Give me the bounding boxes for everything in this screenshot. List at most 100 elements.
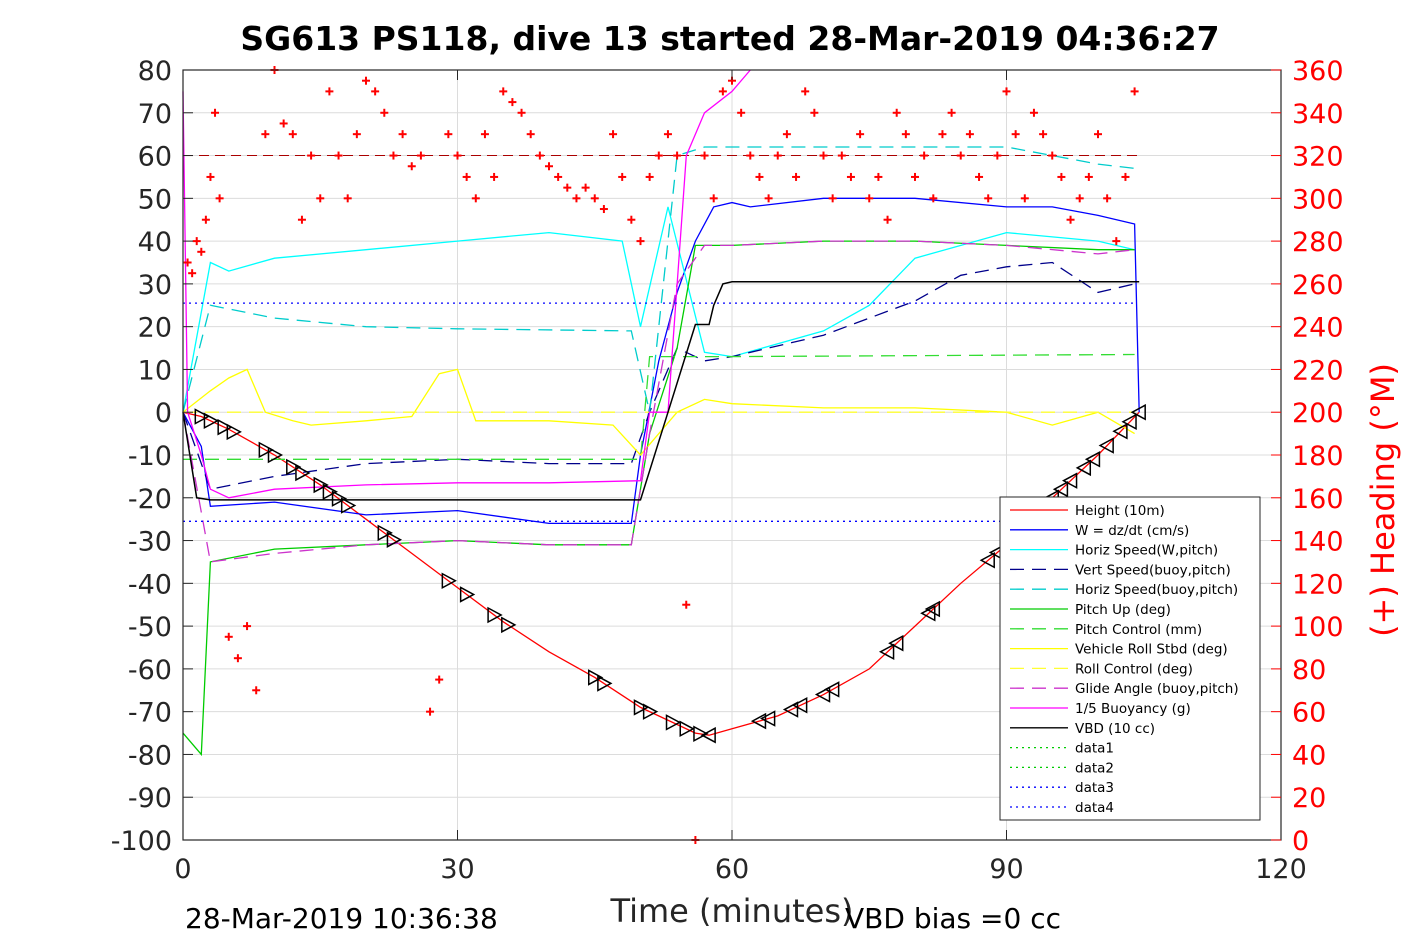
heading-point <box>984 194 993 203</box>
heading-point <box>261 130 270 139</box>
heading-point <box>279 119 288 128</box>
heading-point <box>709 194 718 203</box>
dive-marker <box>1098 437 1114 454</box>
heading-point <box>1020 194 1029 203</box>
heading-point <box>1075 194 1084 203</box>
legend: Height (10m) W = dz/dt (cm/s) Horiz Speed(… <box>999 496 1261 821</box>
heading-point <box>192 237 201 246</box>
y2-tick-label: 20 <box>1292 783 1326 814</box>
y2-tick-label: 40 <box>1292 740 1326 771</box>
dive-marker <box>1052 480 1069 498</box>
y-tick-label: -80 <box>128 740 172 771</box>
heading-point <box>1121 172 1130 181</box>
y-tick-label: -40 <box>128 569 172 600</box>
legend-label: Horiz Speed(buoy,pitch) <box>1075 582 1238 598</box>
dive-marker <box>217 418 233 436</box>
series-vert_buoy <box>182 261 1135 490</box>
dive-marker <box>286 458 302 476</box>
heading-point <box>609 130 618 139</box>
y2-tick-label: 140 <box>1292 527 1344 558</box>
legend-label: Height (10m) <box>1075 503 1165 519</box>
heading-point <box>307 151 316 160</box>
y2-tick-label: 180 <box>1292 441 1344 472</box>
heading-point <box>389 151 398 160</box>
dive-marker <box>267 446 284 464</box>
heading-point <box>1002 87 1011 96</box>
heading-point <box>718 87 727 96</box>
legend-label: Pitch Control (mm) <box>1075 622 1202 638</box>
heading-point <box>426 707 435 716</box>
heading-point <box>828 194 837 203</box>
heading-point <box>627 215 636 224</box>
heading-point <box>288 130 297 139</box>
heading-point <box>297 215 306 224</box>
heading-point <box>325 87 334 96</box>
heading-point <box>590 194 599 203</box>
heading-point <box>554 172 563 181</box>
dive-marker <box>203 412 220 430</box>
dive-marker <box>258 441 274 459</box>
heading-point <box>572 194 581 203</box>
dive-marker <box>824 681 840 698</box>
heading-point <box>243 622 252 631</box>
heading-point <box>1066 215 1075 224</box>
series-roll <box>182 368 1135 456</box>
dive-marker <box>588 669 604 686</box>
heading-point <box>746 151 755 160</box>
y-tick-label: 40 <box>138 227 172 258</box>
heading-point <box>183 258 192 267</box>
y-tick-label: -30 <box>128 527 172 558</box>
series-layer <box>182 69 1140 757</box>
y-tick-label: 50 <box>138 184 172 215</box>
legend-label: Vert Speed(buoy,pitch) <box>1075 562 1231 578</box>
heading-point <box>416 151 425 160</box>
dive-marker <box>487 606 503 624</box>
dive-marker <box>700 726 716 744</box>
legend-label: VBD (10 cc) <box>1075 721 1155 737</box>
heading-point <box>545 162 553 171</box>
x-tick-labels: 0 30 60 90 120 <box>174 854 1306 885</box>
heading-point <box>846 172 855 181</box>
heading-point <box>499 87 508 96</box>
heading-point <box>993 151 1002 160</box>
legend-label: Vehicle Roll Stbd (deg) <box>1075 642 1228 658</box>
heading-point <box>792 172 801 181</box>
y-tick-label: 30 <box>138 270 172 301</box>
y2-tick-label: 240 <box>1292 313 1344 344</box>
y2-tick-label: 300 <box>1292 184 1344 215</box>
dive-marker <box>878 643 895 661</box>
legend-label: Roll Control (deg) <box>1075 661 1193 677</box>
x-tick-label: 90 <box>989 854 1023 885</box>
heading-point <box>343 194 352 203</box>
heading-point <box>563 183 572 192</box>
heading-point <box>856 130 865 139</box>
heading-point <box>1112 237 1121 246</box>
dive-marker <box>979 551 995 569</box>
heading-point <box>1130 87 1139 96</box>
y2-tick-label: 100 <box>1292 612 1344 643</box>
heading-point <box>654 151 663 160</box>
series-buoyancy <box>182 69 751 499</box>
heading-point <box>663 130 672 139</box>
legend-label: Pitch Up (deg) <box>1075 602 1171 618</box>
heading-point <box>480 130 489 139</box>
dive-marker <box>226 423 242 441</box>
x-axis-label: Time (minutes) <box>610 892 854 930</box>
y2-tick-label: 0 <box>1292 826 1309 857</box>
dive-marker <box>924 600 941 618</box>
legend-items: Height (10m) W = dz/dt (cm/s) Horiz Speed(… <box>1010 503 1239 816</box>
legend-label: data3 <box>1075 780 1114 796</box>
heading-point <box>334 151 343 160</box>
heading-point <box>444 130 453 139</box>
heading-point <box>211 108 220 117</box>
dive-marker <box>814 686 831 703</box>
series-vbd <box>182 281 1140 501</box>
legend-label: data2 <box>1075 760 1114 776</box>
heading-point <box>911 172 919 181</box>
x-tick-label: 0 <box>174 854 191 885</box>
series-horiz_buoy <box>182 146 1135 413</box>
dive-marker <box>1121 413 1137 430</box>
y2-axis-label: (+) Heading (°M) <box>1364 363 1402 637</box>
heading-point <box>673 151 682 160</box>
dive-marker <box>888 634 904 652</box>
